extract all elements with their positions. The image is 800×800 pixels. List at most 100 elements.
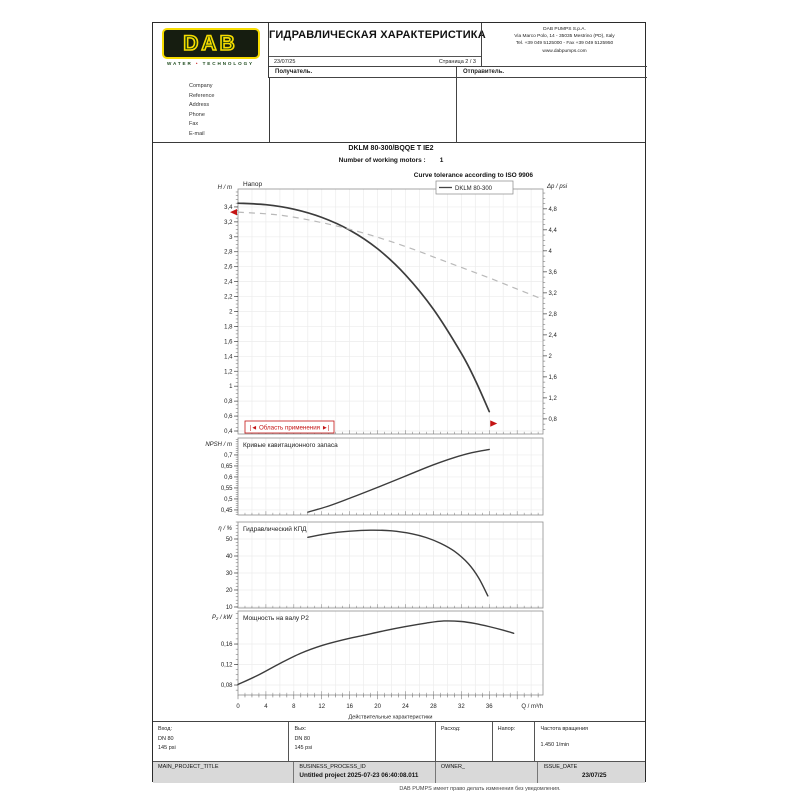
- dab-logo-text: DAB: [182, 32, 238, 55]
- head-spec: Напор:: [491, 722, 535, 761]
- business-process-cell: BUSINESS_PROCESS_ID Untitled project 202…: [293, 762, 434, 783]
- y-tick-label: 0,5: [224, 497, 233, 503]
- y-tick-label: 3: [229, 235, 233, 241]
- y-tick-label: 0,45: [221, 508, 233, 514]
- y-tick-label: 0,8: [224, 399, 233, 405]
- working-motors: Number of working motors :1: [338, 157, 444, 164]
- chart-section: DKLM 80-300/BQQE T IE2 Number of working…: [153, 143, 645, 721]
- y2-tick-label: 3,6: [549, 270, 558, 276]
- chart-title: Кривые кавитационного запаса: [243, 442, 338, 449]
- tolerance-note: Curve tolerance according to ISO 9906: [413, 172, 533, 179]
- y2-axis-label: Δp / psi: [546, 184, 568, 190]
- y-tick-label: 2: [229, 310, 233, 316]
- x-tick-label: 36: [486, 704, 493, 710]
- flow-spec: Расход:: [434, 722, 492, 761]
- y-tick-label: 0,08: [221, 683, 233, 689]
- title-cell: ГИДРАВЛИЧЕСКАЯ ХАРАКТЕРИСТИКА 23/07/25 С…: [269, 23, 486, 66]
- y-tick-label: 1,6: [224, 339, 233, 345]
- y-tick-label: 2,8: [224, 250, 233, 256]
- chart-title: Мощность на валу P2: [243, 615, 309, 622]
- contact-field-label: E-mail: [189, 130, 205, 137]
- header: DAB WATER • TECHNOLOGY ГИДРАВЛИЧЕСКАЯ ХА…: [153, 23, 647, 143]
- range-end-marker: [490, 420, 498, 427]
- y-tick-label: 0,16: [221, 642, 233, 648]
- y-tick-label: 0,55: [221, 486, 233, 492]
- chart-title: Гидравлический КПД: [243, 525, 307, 533]
- legend-label: DKLM 80-300: [455, 186, 493, 192]
- plot-frame: [237, 521, 544, 609]
- y-tick-label: 0,6: [224, 475, 233, 481]
- y-tick-label: 0,12: [221, 663, 233, 669]
- y2-tick-label: 2: [549, 354, 553, 360]
- plot-frame: [237, 437, 544, 516]
- shaft-power-curve: [237, 620, 515, 686]
- y2-tick-label: 2,8: [549, 312, 558, 318]
- y2-tick-label: 0,8: [549, 417, 558, 423]
- speed-spec: Частота вращения 1.450 1/min: [534, 722, 645, 761]
- recipient-box: [269, 78, 456, 143]
- y-axis-label: NPSH / m: [205, 442, 232, 448]
- company-address: DAB PUMPS S.p.A. Via Marco Polo, 14 - 35…: [481, 23, 647, 66]
- y-tick-label: 2,4: [224, 280, 233, 286]
- y-tick-label: 0,6: [224, 414, 233, 420]
- plot-frame: [237, 610, 544, 696]
- issue-date-value: 23/07/25: [581, 772, 607, 779]
- spec-row: Вход: DN 80 145 psi Вых: DN 80 145 psi Р…: [153, 721, 645, 761]
- dab-logo: DAB WATER • TECHNOLOGY: [153, 23, 269, 78]
- y-axis-label: P₂ / kW: [212, 615, 233, 621]
- inlet-spec: Вход: DN 80 145 psi: [158, 726, 176, 751]
- y-tick-label: 40: [226, 554, 233, 560]
- y-axis-label: η / %: [218, 526, 232, 532]
- pump-curves-svg: 0,4 0,6 0,8 1 1,2 1,4 1,6 1,8 2 2,2 2,4 2,6 2,8 3 3,2 3…: [205, 180, 568, 721]
- DKLM 80-300-curve: [237, 202, 491, 413]
- y2-tick-label: 3,2: [549, 291, 558, 297]
- datasheet-page: DAB WATER • TECHNOLOGY ГИДРАВЛИЧЕСКАЯ ХА…: [152, 22, 647, 783]
- tagline-dot: •: [192, 61, 203, 66]
- x-tick-label: 4: [264, 704, 268, 710]
- address-line: DAB PUMPS S.p.A.: [543, 27, 586, 32]
- recipient-label: Получатель.: [269, 66, 456, 78]
- sender-box: [456, 78, 647, 143]
- contact-fields: Company Reference Address Phone Fax E-ma…: [153, 78, 269, 143]
- dab-logo-tagline: WATER • TECHNOLOGY: [166, 61, 255, 66]
- y2-tick-label: 4: [549, 249, 553, 255]
- y-tick-label: 1,4: [224, 354, 233, 360]
- x-axis-unit: Q / m³/h: [521, 704, 543, 710]
- page-number: Страница 2 / 3: [438, 59, 476, 65]
- pump-model: DKLM 80-300/BQQE T IE2: [348, 145, 434, 152]
- y-tick-label: 30: [226, 571, 233, 577]
- app-range-box: [244, 420, 335, 434]
- address-line: Tel. +39 049 5125000 - Fax +39 049 51259…: [515, 41, 614, 47]
- contact-field-label: Company: [189, 83, 213, 89]
- npsh-curve: [307, 448, 490, 513]
- x-tick-label: 8: [292, 704, 296, 710]
- working-motors-value: 1: [439, 157, 444, 164]
- address-line: www.dabpumps.com: [542, 48, 587, 54]
- print-date: 23/07/25: [274, 59, 296, 65]
- efficiency-curve: [307, 529, 489, 597]
- y2-tick-label: 1,2: [549, 396, 558, 402]
- address-line: Via Marco Polo, 14 - 35035 Mestrino (PD)…: [514, 34, 615, 40]
- y-tick-label: 50: [226, 537, 233, 543]
- y-tick-label: 1,2: [224, 369, 233, 375]
- outlet-spec: Вых: DN 80 145 psi: [288, 722, 434, 761]
- y-tick-label: 2,6: [224, 265, 233, 271]
- x-tick-label: 28: [430, 704, 437, 710]
- x-tick-label: 24: [402, 704, 409, 710]
- disclaimer-text: DAB PUMPS имеет право делать изменения б…: [399, 786, 561, 792]
- footer-bar: MAIN_PROJECT_TITLE BUSINESS_PROCESS_ID U…: [153, 761, 645, 783]
- contact-field-label: Reference: [189, 92, 215, 99]
- y2-tick-label: 4,4: [549, 228, 558, 234]
- y-tick-label: 0,65: [221, 464, 233, 470]
- y-tick-label: 3,2: [224, 220, 233, 226]
- owner-cell: OWNER_: [434, 762, 538, 783]
- tolerance-curve-curve: [237, 211, 542, 300]
- issue-date-cell: ISSUE_DATE 23/07/25: [537, 762, 645, 783]
- speed-value: 1.450 1/min: [540, 741, 570, 748]
- sender-label: Отправитель.: [456, 66, 647, 78]
- y-tick-label: 3,4: [224, 205, 233, 211]
- project-title-cell: MAIN_PROJECT_TITLE: [158, 764, 219, 770]
- y-tick-label: 10: [226, 605, 233, 611]
- app-range-label: |◄ Область применения ►|: [250, 425, 330, 432]
- y-tick-label: 20: [226, 588, 233, 594]
